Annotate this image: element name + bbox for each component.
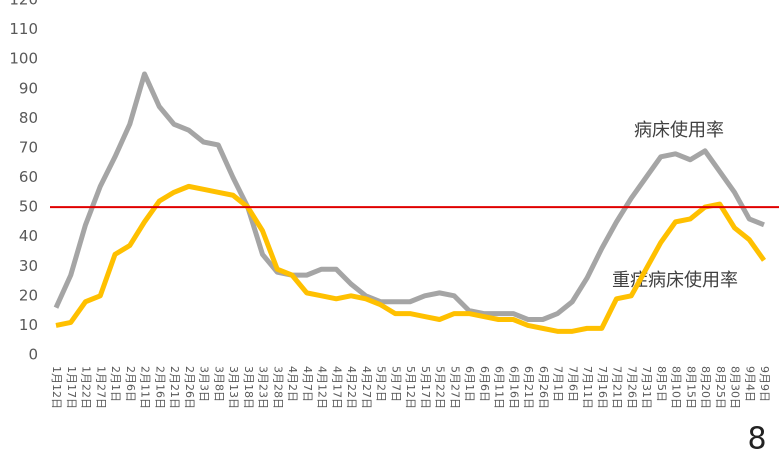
y-tick-label: 20 — [19, 286, 38, 304]
x-tick-label: 2月26日 — [183, 366, 196, 409]
x-tick-label: 1月12日 — [50, 366, 63, 409]
series-line — [53, 71, 765, 322]
x-tick-label: 7月6日 — [566, 366, 579, 402]
x-tick-label: 8月10日 — [670, 366, 683, 409]
x-tick-label: 3月18日 — [242, 366, 255, 409]
x-tick-label: 6月1日 — [463, 366, 476, 402]
x-tick-label: 4月12日 — [316, 366, 329, 409]
x-tick-label: 5月7日 — [389, 366, 402, 402]
x-tick-label: 2月16日 — [153, 366, 166, 409]
x-tick-label: 9月4日 — [743, 366, 756, 402]
x-tick-label: 2月1日 — [109, 366, 122, 402]
x-tick-label: 6月26日 — [537, 366, 550, 409]
x-tick-label: 4月2日 — [286, 366, 299, 402]
x-tick-label: 5月12日 — [404, 366, 417, 409]
x-tick-label: 5月22日 — [434, 366, 447, 409]
x-tick-label: 1月22日 — [80, 366, 93, 409]
x-tick-label: 7月1日 — [552, 366, 565, 402]
y-tick-label: 120 — [9, 0, 38, 9]
series-label: 病床使用率 — [634, 120, 724, 141]
x-tick-label: 3月23日 — [257, 366, 270, 409]
x-tick-label: 1月27日 — [94, 366, 107, 409]
y-tick-label: 0 — [28, 346, 38, 364]
x-tick-label: 5月2日 — [375, 366, 388, 402]
y-tick-label: 80 — [19, 109, 38, 127]
x-tick-label: 7月31日 — [640, 366, 653, 409]
x-tick-label: 3月13日 — [227, 366, 240, 409]
x-tick-label: 6月6日 — [478, 366, 491, 402]
y-tick-label: 40 — [19, 227, 38, 245]
x-tick-label: 7月21日 — [611, 366, 624, 409]
x-tick-label: 8月30日 — [729, 366, 742, 409]
x-tick-label: 8月15日 — [684, 366, 697, 409]
x-tick-label: 2月6日 — [124, 366, 137, 402]
page-number: 8 — [747, 422, 766, 457]
x-tick-label: 2月21日 — [168, 366, 181, 409]
x-tick-label: 4月7日 — [301, 366, 314, 402]
x-tick-label: 7月11日 — [581, 366, 594, 409]
y-tick-label: 70 — [19, 138, 38, 156]
x-tick-label: 3月8日 — [212, 366, 225, 402]
x-tick-label: 2月11日 — [139, 366, 152, 409]
x-tick-label: 9月9日 — [758, 366, 771, 402]
x-tick-label: 1月17日 — [65, 366, 78, 409]
y-tick-label: 100 — [9, 50, 38, 68]
y-tick-label: 90 — [19, 79, 38, 97]
x-tick-label: 6月16日 — [507, 366, 520, 409]
x-tick-label: 7月26日 — [625, 366, 638, 409]
x-tick-label: 5月17日 — [419, 366, 432, 409]
x-tick-label: 5月27日 — [448, 366, 461, 409]
x-tick-label: 8月25日 — [714, 366, 727, 409]
x-tick-label: 4月17日 — [330, 366, 343, 409]
x-tick-label: 3月3日 — [198, 366, 211, 402]
series-label: 重症病床使用率 — [612, 270, 738, 291]
x-tick-label: 6月11日 — [493, 366, 506, 409]
x-tick-label: 6月21日 — [522, 366, 535, 409]
x-tick-label: 7月16日 — [596, 366, 609, 409]
x-tick-label: 8月5日 — [655, 366, 668, 402]
x-tick-label: 3月28日 — [271, 366, 284, 409]
y-tick-label: 60 — [19, 168, 38, 186]
x-tick-label: 4月22日 — [345, 366, 358, 409]
y-tick-label: 50 — [19, 198, 38, 216]
y-tick-label: 110 — [9, 20, 38, 38]
y-tick-label: 30 — [19, 257, 38, 275]
y-tick-label: 10 — [19, 316, 38, 334]
x-tick-label: 4月27日 — [360, 366, 373, 409]
x-tick-label: 8月20日 — [699, 366, 712, 409]
series-line — [55, 183, 767, 334]
